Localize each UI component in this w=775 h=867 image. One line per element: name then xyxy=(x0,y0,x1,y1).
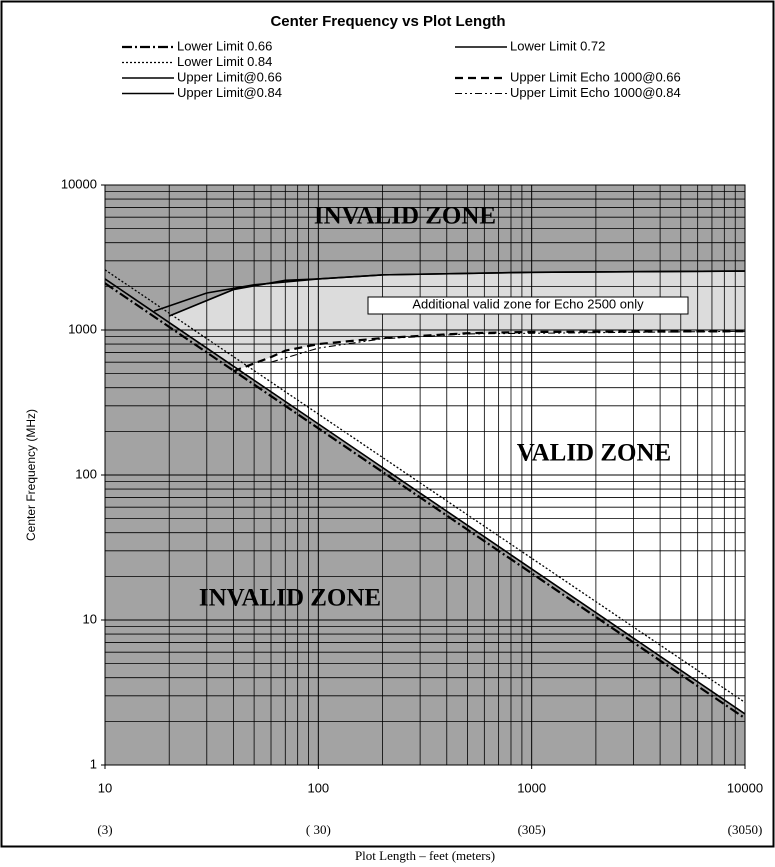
legend-label: Upper Limit@0.84 xyxy=(177,85,282,100)
x2-tick-label: (3050) xyxy=(728,822,763,837)
plot-border xyxy=(104,184,746,766)
legend-label: Lower Limit 0.84 xyxy=(177,54,272,69)
y-tick-label: 10000 xyxy=(61,176,97,191)
x-tick-label: 100 xyxy=(307,780,329,795)
annotation-box xyxy=(367,296,689,315)
chart-title: Center Frequency vs Plot Length xyxy=(270,13,505,30)
legend-label: Upper Limit Echo 1000@0.66 xyxy=(510,69,681,84)
y-tick-label: 100 xyxy=(75,466,97,481)
x2-tick-label: (305) xyxy=(518,822,546,837)
annotation: INVALID ZONE xyxy=(199,585,381,612)
series-line xyxy=(104,282,746,720)
valid-region xyxy=(233,331,746,714)
series-line xyxy=(104,269,746,703)
echo2500-region xyxy=(169,271,745,372)
legend-label: Lower Limit 0.66 xyxy=(177,38,272,53)
x2-tick-label: (3) xyxy=(97,822,112,837)
y-tick-label: 1000 xyxy=(68,321,97,336)
y-tick-label: 1 xyxy=(90,756,97,771)
series-line xyxy=(153,270,746,312)
legend-label: Lower Limit 0.72 xyxy=(510,38,605,53)
x-axis-label: Plot Length – feet (meters) xyxy=(355,848,495,863)
frame xyxy=(0,0,775,848)
y-axis-label: Center Frequency (MHz) xyxy=(24,409,38,541)
x-tick-label: 1000 xyxy=(517,780,546,795)
annotation: Additional valid zone for Echo 2500 only xyxy=(412,296,644,311)
legend-label: Upper Limit@0.66 xyxy=(177,69,282,84)
series-line xyxy=(104,278,746,715)
annotation: VALID ZONE xyxy=(517,440,671,467)
y-tick-label: 10 xyxy=(83,611,97,626)
x-tick-label: 10 xyxy=(98,780,112,795)
annotation: INVALID ZONE xyxy=(314,203,496,230)
x2-tick-label: ( 30) xyxy=(306,822,331,837)
legend-label: Upper Limit Echo 1000@0.84 xyxy=(510,85,681,100)
series-line xyxy=(233,330,746,373)
x-tick-label: 10000 xyxy=(727,780,763,795)
series-line xyxy=(270,330,746,363)
